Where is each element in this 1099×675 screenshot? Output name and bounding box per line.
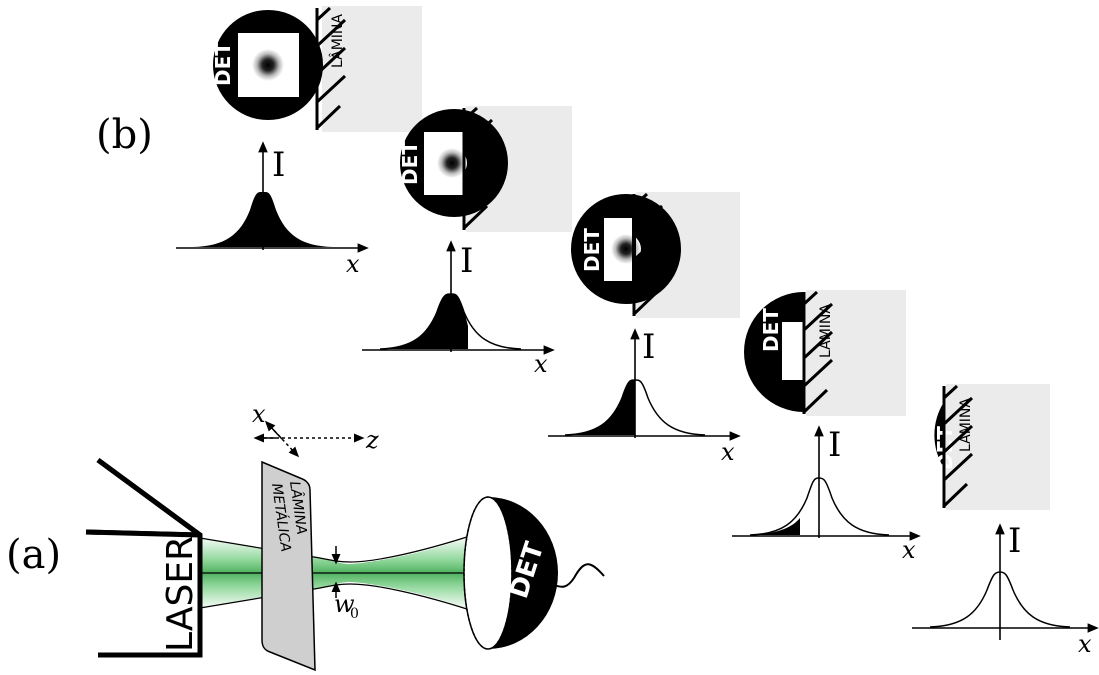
metal-plate <box>261 460 316 672</box>
x-label: x <box>1078 630 1092 658</box>
beam-waist-subscript: 0 <box>350 606 359 622</box>
detector-rim-dashed <box>463 496 513 650</box>
intensity-curve <box>929 571 1071 628</box>
blade-label: LÂMINA <box>816 304 834 358</box>
beam-spot <box>437 148 467 178</box>
laser-edge <box>85 529 201 538</box>
detector-label: DET <box>211 42 235 86</box>
beam-spot <box>252 49 284 81</box>
step-4: DET LÂMINA I x <box>732 290 921 564</box>
x-label: x <box>534 350 548 378</box>
beam-waist-label: w <box>334 590 355 618</box>
detector-disc <box>934 402 944 468</box>
blade-hatch <box>802 290 834 414</box>
laser-body <box>100 534 198 654</box>
blade-hatch <box>462 106 494 230</box>
blade-hatch <box>632 192 664 316</box>
laser-outline <box>96 457 203 658</box>
step-3: DET LÂMINA I x <box>548 192 741 466</box>
detector-body <box>488 497 558 649</box>
coord-z-label: z <box>365 426 379 454</box>
beam-waist-marker: w 0 <box>331 546 359 622</box>
blade-label: LÂMINA <box>646 208 664 262</box>
intensity-label: I <box>460 241 473 281</box>
x-label: x <box>721 438 735 466</box>
detector-window <box>782 322 804 380</box>
intensity-label: I <box>272 145 285 185</box>
x-label: x <box>902 536 916 564</box>
intensity-shaded <box>380 294 468 349</box>
panel-b-label: (b) <box>96 112 153 158</box>
intensity-label: I <box>642 327 655 367</box>
coord-x-label: x <box>252 400 266 428</box>
intensity-profile <box>193 191 333 247</box>
blade-hatch <box>315 6 347 130</box>
coordinate-axes: x z <box>252 400 379 458</box>
laser-label: LASER <box>160 536 201 652</box>
blade-label: LÂMINA <box>956 398 974 452</box>
beam-envelope <box>199 535 480 611</box>
x-back-arrow <box>264 420 283 440</box>
step-5: DET LÂMINA I x <box>912 384 1099 658</box>
detector-label: DET <box>759 308 783 352</box>
panel-a-label: (a) <box>6 532 61 578</box>
blade-label: LÂMINA <box>476 122 494 176</box>
intensity-curve <box>749 477 890 536</box>
detector-label: DET <box>398 141 422 185</box>
detector-label: DET <box>580 228 604 272</box>
intensity-shaded <box>750 518 800 535</box>
blade-label: LÂMINA <box>328 14 346 68</box>
intensity-shaded <box>565 380 635 435</box>
blade-hatch <box>942 384 974 508</box>
x-label: x <box>346 250 360 278</box>
step-1: DET LÂMINA I x <box>176 6 422 278</box>
intensity-label: I <box>828 425 841 465</box>
intensity-label: I <box>1008 521 1021 561</box>
detector-cable <box>539 563 605 588</box>
step-2: DET LÂMINA I x <box>362 106 572 378</box>
detector-dome: DET <box>463 496 605 650</box>
